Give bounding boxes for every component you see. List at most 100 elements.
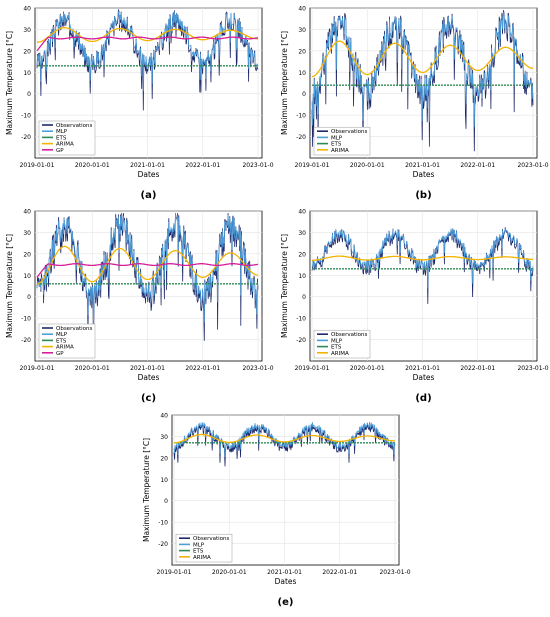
y-tick-label: 40 — [23, 209, 31, 216]
chart-panel-d: -20 -10 0 10 20 30 40 2019-01-01 2020-01-01 2021-… — [275, 203, 550, 408]
series-mlp — [173, 422, 396, 458]
y-tick-label: -10 — [21, 316, 31, 323]
chart-panel-c: -20 -10 0 10 20 30 40 2019-01-01 2020-01-01 2021-… — [0, 203, 275, 408]
chart-svg: -20 -10 0 10 20 30 40 2019-01-01 2020-01-01 2021-… — [5, 209, 274, 405]
y-tick-label: -20 — [296, 134, 306, 141]
y-tick-label: 0 — [27, 91, 31, 98]
y-tick-label: 40 — [23, 6, 31, 13]
x-tick-label: 2022-01-01 — [460, 365, 495, 372]
legend-label: ARIMA — [193, 555, 211, 561]
chart-svg: -20 -10 0 10 20 30 40 2019-01-01 2020-01-01 2021-… — [142, 413, 411, 609]
legend-label: Observations — [56, 326, 92, 332]
legend-label: MLP — [193, 542, 205, 548]
x-tick-label: 2019-01-01 — [157, 569, 192, 576]
x-tick-label: 2020-01-01 — [350, 162, 385, 169]
y-tick-label: -10 — [296, 316, 306, 323]
x-tick-label: 2021-01-01 — [405, 365, 440, 372]
series-arima — [36, 245, 259, 285]
legend-label: MLP — [331, 338, 343, 344]
legend-label: MLP — [56, 129, 68, 135]
legend-label: ETS — [331, 142, 342, 148]
y-axis-label: Maximum Temperature [°C] — [280, 31, 289, 135]
y-tick-label: -20 — [158, 541, 168, 548]
legend-label: Observations — [331, 332, 367, 338]
chart-panel-e: -20 -10 0 10 20 30 40 2019-01-01 2020-01-01 2021-… — [137, 407, 412, 612]
series-arima — [311, 40, 534, 78]
legend-label: ARIMA — [331, 148, 349, 154]
x-tick-label: 2020-01-01 — [75, 365, 110, 372]
x-axis-label: Dates — [413, 170, 435, 179]
y-axis-label: Maximum Temperature [°C] — [5, 31, 14, 135]
x-tick-label: 2019-01-01 — [295, 365, 330, 372]
x-tick-label: 2019-01-01 — [20, 162, 55, 169]
y-tick-label: 40 — [160, 413, 168, 420]
series-arima — [312, 255, 533, 261]
x-tick-label: 2023-01-0 — [242, 162, 273, 169]
y-tick-label: 30 — [298, 27, 306, 34]
y-tick-label: 20 — [298, 48, 306, 55]
series-mlp — [36, 213, 259, 328]
y-tick-label: 40 — [298, 209, 306, 216]
legend-label: ETS — [56, 135, 67, 141]
x-axis-label: Dates — [275, 577, 297, 586]
y-tick-label: -10 — [158, 520, 168, 527]
series-gp — [36, 263, 259, 278]
x-tick-label: 2022-01-01 — [460, 162, 495, 169]
y-tick-label: 0 — [302, 91, 306, 98]
legend-label: MLP — [331, 135, 343, 141]
x-tick-label: 2020-01-01 — [212, 569, 247, 576]
y-tick-label: 40 — [298, 6, 306, 13]
panel-caption: (b) — [415, 190, 431, 201]
panel-caption: (a) — [141, 190, 157, 201]
series-mlp — [311, 11, 534, 128]
y-tick-label: 30 — [23, 27, 31, 34]
legend-label: ETS — [331, 345, 342, 351]
x-tick-label: 2022-01-01 — [185, 365, 220, 372]
chart-svg: -20 -10 0 10 20 30 40 2019-01-01 2020-01-01 2021-… — [280, 209, 549, 405]
series-mlp — [311, 227, 534, 289]
series-gp — [36, 36, 259, 52]
series-arima — [173, 433, 395, 444]
x-tick-label: 2022-01-01 — [185, 162, 220, 169]
y-tick-label: 0 — [302, 294, 306, 301]
y-tick-label: -10 — [296, 113, 306, 120]
legend-label: ETS — [193, 549, 204, 555]
legend-label: ARIMA — [331, 351, 349, 357]
x-tick-label: 2021-01-01 — [267, 569, 302, 576]
legend-label: ARIMA — [56, 345, 74, 351]
x-tick-label: 2023-01-0 — [242, 365, 273, 372]
chart-panel-a: -20 -10 0 10 20 30 40 2019-01-01 2020-01-01 2021-… — [0, 0, 275, 205]
legend-label: GP — [56, 148, 64, 154]
y-tick-label: 20 — [160, 455, 168, 462]
panel-caption: (e) — [278, 597, 294, 608]
y-axis-label: Maximum Temperature [°C] — [5, 234, 14, 338]
y-tick-label: 0 — [164, 498, 168, 505]
y-tick-label: 20 — [298, 251, 306, 258]
panel-caption: (c) — [141, 393, 156, 404]
y-tick-label: 20 — [23, 48, 31, 55]
x-tick-label: 2023-01-0 — [517, 162, 548, 169]
x-axis-label: Dates — [413, 373, 435, 382]
y-tick-label: 30 — [160, 434, 168, 441]
y-tick-label: -20 — [21, 134, 31, 141]
y-axis-label: Maximum Temperature [°C] — [280, 234, 289, 338]
x-tick-label: 2023-01-0 — [517, 365, 548, 372]
y-tick-label: 10 — [298, 273, 306, 280]
legend-label: Observations — [56, 123, 92, 129]
x-tick-label: 2021-01-01 — [130, 365, 165, 372]
legend-label: Observations — [193, 536, 229, 542]
y-axis-label: Maximum Temperature [°C] — [142, 438, 151, 542]
y-tick-label: 20 — [23, 251, 31, 258]
panel-caption: (d) — [415, 393, 431, 404]
x-tick-label: 2020-01-01 — [75, 162, 110, 169]
legend-label: ARIMA — [56, 142, 74, 148]
x-tick-label: 2021-01-01 — [405, 162, 440, 169]
y-tick-label: -10 — [21, 113, 31, 120]
y-tick-label: 30 — [298, 230, 306, 237]
chart-panel-b: -20 -10 0 10 20 30 40 2019-01-01 2020-01-01 2021-… — [275, 0, 550, 205]
x-tick-label: 2022-01-01 — [322, 569, 357, 576]
y-tick-label: 10 — [23, 70, 31, 77]
y-tick-label: -20 — [21, 337, 31, 344]
y-tick-label: 30 — [23, 230, 31, 237]
x-axis-label: Dates — [138, 373, 160, 382]
